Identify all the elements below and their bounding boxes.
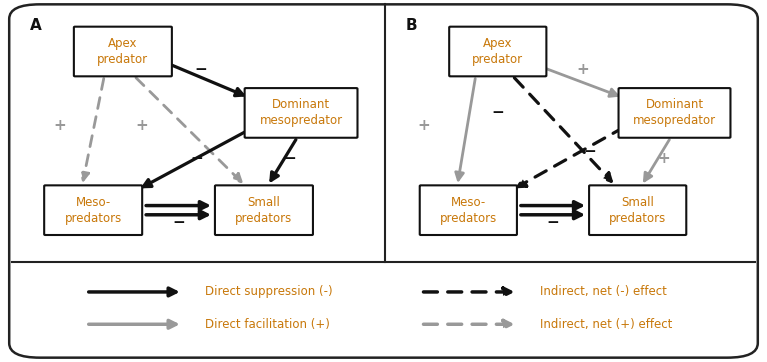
- Text: −: −: [584, 144, 596, 159]
- FancyBboxPatch shape: [420, 185, 517, 235]
- FancyBboxPatch shape: [618, 88, 730, 138]
- Text: −: −: [492, 105, 504, 121]
- Text: +: +: [657, 151, 670, 167]
- Text: Meso-
predators: Meso- predators: [439, 196, 497, 225]
- Text: +: +: [135, 118, 148, 133]
- Text: Direct suppression (-): Direct suppression (-): [205, 286, 333, 298]
- Text: Meso-
predators: Meso- predators: [64, 196, 122, 225]
- Text: Dominant
mesopredator: Dominant mesopredator: [633, 98, 716, 127]
- Text: −: −: [191, 151, 203, 167]
- Text: −: −: [547, 215, 559, 231]
- Text: −: −: [172, 215, 185, 231]
- FancyBboxPatch shape: [44, 185, 142, 235]
- Text: Small
predators: Small predators: [609, 196, 667, 225]
- Text: Indirect, net (+) effect: Indirect, net (+) effect: [540, 318, 672, 331]
- Text: A: A: [30, 18, 42, 33]
- Text: −: −: [195, 62, 207, 77]
- FancyBboxPatch shape: [589, 185, 686, 235]
- Text: Direct facilitation (+): Direct facilitation (+): [205, 318, 330, 331]
- Text: +: +: [54, 118, 66, 133]
- FancyBboxPatch shape: [215, 185, 313, 235]
- Text: B: B: [406, 18, 417, 33]
- Text: Small
predators: Small predators: [235, 196, 292, 225]
- FancyBboxPatch shape: [245, 88, 357, 138]
- FancyBboxPatch shape: [449, 27, 546, 76]
- Text: Apex
predator: Apex predator: [472, 37, 523, 66]
- Text: Indirect, net (-) effect: Indirect, net (-) effect: [540, 286, 667, 298]
- FancyBboxPatch shape: [74, 27, 172, 76]
- Text: +: +: [418, 118, 430, 133]
- Text: −: −: [284, 151, 296, 167]
- Text: +: +: [576, 62, 589, 77]
- Text: Dominant
mesopredator: Dominant mesopredator: [259, 98, 343, 127]
- Text: Apex
predator: Apex predator: [97, 37, 149, 66]
